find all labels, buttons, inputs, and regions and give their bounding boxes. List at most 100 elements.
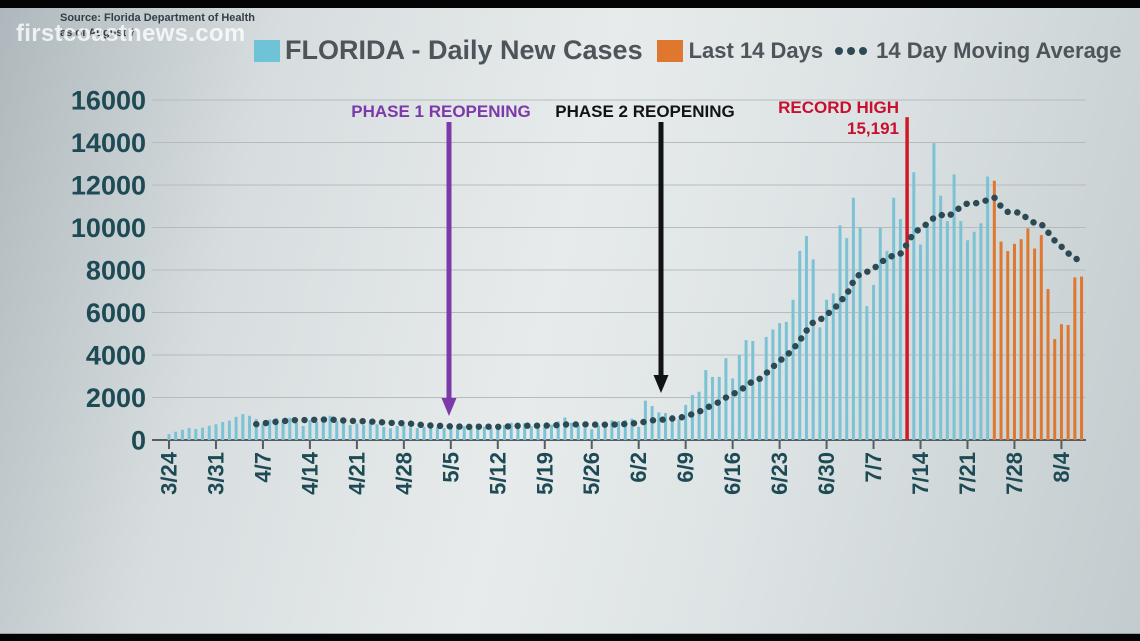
daily-bar bbox=[878, 227, 882, 440]
chart-title: FLORIDA - Daily New Cases bbox=[285, 35, 643, 65]
daily-bar bbox=[281, 420, 285, 440]
daily-bar bbox=[711, 376, 715, 440]
daily-bar bbox=[825, 299, 829, 440]
daily-bar bbox=[664, 413, 668, 440]
daily-bar bbox=[851, 197, 855, 440]
daily-bar bbox=[576, 425, 580, 440]
x-tick-label: 4/14 bbox=[297, 451, 322, 495]
x-tick-label: 5/19 bbox=[532, 452, 557, 495]
daily-bar bbox=[757, 381, 761, 440]
daily-bar bbox=[523, 423, 527, 440]
daily-bar bbox=[543, 427, 547, 440]
last-14-days-label: Last 14 Days bbox=[688, 37, 824, 63]
daily-bar bbox=[388, 428, 392, 440]
y-axis-label: 16000 bbox=[71, 86, 146, 116]
last14-bar bbox=[1080, 276, 1084, 440]
y-axis-label: 4000 bbox=[86, 341, 146, 371]
daily-bar bbox=[617, 421, 621, 440]
daily-bar bbox=[952, 174, 956, 440]
moving-average-line bbox=[253, 193, 1085, 431]
daily-bar bbox=[194, 428, 198, 440]
daily-bar bbox=[892, 197, 896, 440]
daily-bar bbox=[435, 427, 439, 440]
daily-bar bbox=[288, 417, 292, 440]
daily-bar bbox=[784, 321, 788, 440]
last14-bar bbox=[1033, 248, 1037, 440]
daily-bar bbox=[409, 427, 413, 440]
x-tick-label: 3/31 bbox=[203, 452, 228, 495]
daily-bar bbox=[496, 425, 500, 440]
daily-bar bbox=[395, 425, 399, 440]
daily-bar bbox=[986, 176, 990, 440]
y-axis-label: 2000 bbox=[86, 383, 146, 413]
daily-bar bbox=[798, 250, 802, 440]
daily-bar bbox=[456, 427, 460, 440]
daily-bar bbox=[912, 172, 916, 440]
phase2-label: PHASE 2 REOPENING bbox=[555, 102, 735, 121]
phase1-label: PHASE 1 REOPENING bbox=[351, 102, 531, 121]
daily-bar bbox=[462, 426, 466, 440]
daily-bar bbox=[482, 426, 486, 440]
daily-bar bbox=[214, 424, 218, 440]
daily-bar bbox=[570, 422, 574, 440]
moving-average-label: 14 Day Moving Average bbox=[876, 37, 1122, 63]
daily-bar bbox=[731, 378, 735, 440]
y-axis-label: 6000 bbox=[86, 298, 146, 328]
x-tick-label: 6/16 bbox=[720, 452, 745, 495]
daily-bar bbox=[677, 419, 681, 440]
daily-bar bbox=[791, 299, 795, 440]
last14-bar bbox=[1053, 339, 1057, 440]
x-tick-label: 7/7 bbox=[861, 452, 886, 483]
last14-bar bbox=[1046, 289, 1050, 440]
x-tick-label: 7/28 bbox=[1002, 452, 1027, 495]
daily-bar bbox=[804, 236, 808, 440]
last14-bar bbox=[1039, 235, 1043, 440]
daily-bar bbox=[811, 259, 815, 440]
last14-bar bbox=[1073, 277, 1077, 440]
daily-bar bbox=[449, 428, 453, 440]
daily-bar bbox=[415, 428, 419, 440]
record-high-bar bbox=[905, 117, 909, 440]
last14-bar bbox=[1059, 324, 1063, 440]
daily-bar bbox=[221, 421, 225, 440]
daily-bar bbox=[469, 425, 473, 440]
daily-bar bbox=[382, 426, 386, 440]
x-tick-label: 6/2 bbox=[626, 452, 651, 483]
y-axis-label: 0 bbox=[131, 426, 146, 456]
source-line-1: Source: Florida Department of Health bbox=[60, 12, 255, 24]
daily-bar bbox=[227, 420, 231, 440]
record-high-label: RECORD HIGH bbox=[778, 98, 899, 117]
daily-bar bbox=[704, 370, 708, 440]
daily-bar bbox=[684, 404, 688, 440]
daily-bar bbox=[865, 306, 869, 440]
daily-bar bbox=[187, 428, 191, 440]
daily-bar bbox=[744, 340, 748, 440]
daily-bar bbox=[965, 240, 969, 440]
daily-bar bbox=[885, 250, 889, 440]
daily-bar bbox=[697, 391, 701, 440]
last14-bar bbox=[992, 180, 996, 440]
chart-legend: FLORIDA - Daily New Cases Last 14 Days 1… bbox=[254, 35, 1121, 66]
daily-bar bbox=[751, 340, 755, 440]
daily-bar bbox=[979, 223, 983, 440]
x-tick-label: 7/21 bbox=[955, 452, 980, 495]
phase2-arrowhead bbox=[653, 375, 669, 393]
daily-bar bbox=[476, 423, 480, 440]
daily-bar bbox=[778, 323, 782, 440]
daily-bar bbox=[321, 417, 325, 440]
x-tick-label: 6/9 bbox=[673, 452, 698, 483]
daily-bar bbox=[919, 244, 923, 440]
daily-bar bbox=[308, 420, 312, 440]
daily-bar bbox=[201, 427, 205, 440]
daily-bar bbox=[529, 426, 533, 440]
daily-bar bbox=[442, 428, 446, 440]
daily-bar bbox=[737, 355, 741, 440]
moving-average-dots-swatch bbox=[835, 46, 871, 55]
daily-bar bbox=[261, 424, 265, 440]
daily-bar bbox=[831, 293, 835, 440]
daily-bar bbox=[328, 415, 332, 440]
daily-bar bbox=[174, 431, 178, 440]
daily-bar bbox=[845, 238, 849, 440]
daily-bar bbox=[294, 423, 298, 440]
